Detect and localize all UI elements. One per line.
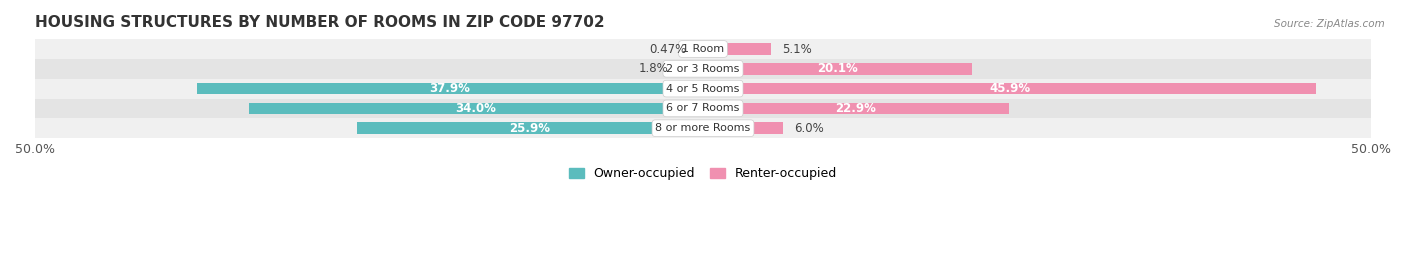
Text: 8 or more Rooms: 8 or more Rooms: [655, 123, 751, 133]
Bar: [703, 43, 770, 55]
Bar: [357, 122, 703, 134]
Text: 1.8%: 1.8%: [638, 62, 668, 75]
Text: 6.0%: 6.0%: [794, 122, 824, 135]
Bar: [703, 83, 1316, 94]
Text: 5.1%: 5.1%: [782, 43, 811, 55]
Text: 1 Room: 1 Room: [682, 44, 724, 54]
Bar: [703, 63, 972, 75]
Bar: [35, 59, 1371, 79]
Text: 34.0%: 34.0%: [456, 102, 496, 115]
Legend: Owner-occupied, Renter-occupied: Owner-occupied, Renter-occupied: [564, 162, 842, 185]
Text: 25.9%: 25.9%: [509, 122, 551, 135]
Bar: [197, 83, 703, 94]
Bar: [703, 122, 783, 134]
Text: 0.47%: 0.47%: [648, 43, 686, 55]
Text: 22.9%: 22.9%: [835, 102, 876, 115]
Text: 2 or 3 Rooms: 2 or 3 Rooms: [666, 64, 740, 74]
Text: HOUSING STRUCTURES BY NUMBER OF ROOMS IN ZIP CODE 97702: HOUSING STRUCTURES BY NUMBER OF ROOMS IN…: [35, 15, 605, 30]
Bar: [249, 103, 703, 114]
Bar: [697, 43, 703, 55]
Bar: [679, 63, 703, 75]
Text: 45.9%: 45.9%: [988, 82, 1031, 95]
Bar: [35, 79, 1371, 98]
Bar: [703, 103, 1010, 114]
Text: 37.9%: 37.9%: [429, 82, 470, 95]
Text: 6 or 7 Rooms: 6 or 7 Rooms: [666, 103, 740, 114]
Text: Source: ZipAtlas.com: Source: ZipAtlas.com: [1274, 19, 1385, 29]
Text: 20.1%: 20.1%: [817, 62, 858, 75]
Bar: [35, 39, 1371, 59]
Bar: [35, 118, 1371, 138]
Text: 4 or 5 Rooms: 4 or 5 Rooms: [666, 84, 740, 94]
Bar: [35, 98, 1371, 118]
